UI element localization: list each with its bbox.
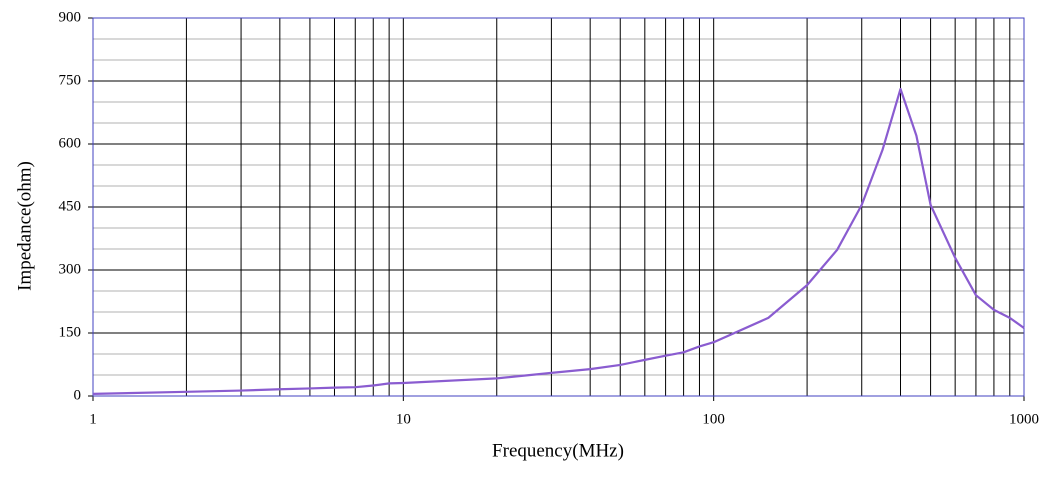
line-series [92,87,1025,395]
x-tick-label: 100 [702,411,725,427]
y-tick-label: 300 [59,261,82,277]
y-axis-title: Impedance(ohm) [14,161,35,291]
y-tick-label: 600 [59,135,82,151]
x-tick-label: 1 [89,411,97,427]
y-tick-label: 750 [59,72,82,88]
y-tick-label: 0 [74,387,82,403]
x-tick-label: 1000 [1009,411,1039,427]
x-axis-title: Frequency(MHz) [492,440,624,461]
plot-frame [92,17,1025,397]
y-tick-label: 900 [59,9,82,25]
x-tick-label: 10 [396,411,411,427]
y-tick-label: 150 [59,324,82,340]
y-tick-label: 450 [59,198,82,214]
